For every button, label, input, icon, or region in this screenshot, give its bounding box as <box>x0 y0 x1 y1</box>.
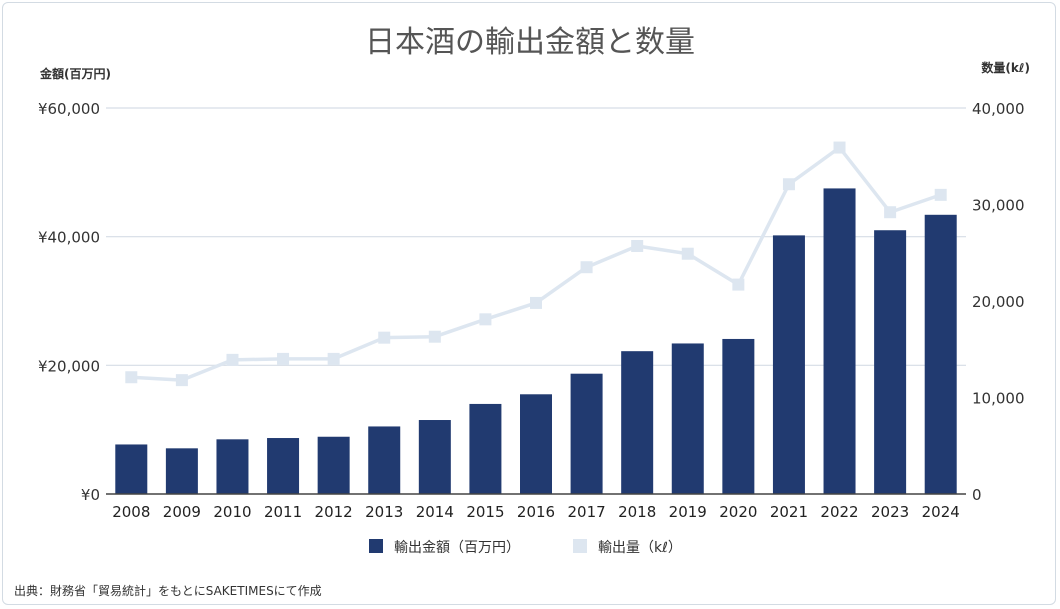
line-point <box>327 352 340 365</box>
source-note: 出典：財務省「貿易統計」をもとにSAKETIMESにて作成 <box>14 584 322 598</box>
y-right-tick-label: 30,000 <box>972 197 1025 215</box>
bar <box>216 439 249 494</box>
legend-label-bar: 輸出金額（百万円） <box>394 540 520 556</box>
line-point <box>631 239 644 252</box>
x-tick-label: 2009 <box>163 503 201 521</box>
line-point <box>732 278 745 291</box>
legend-swatch-line <box>573 539 587 553</box>
y-left-tick-label: ¥60,000 <box>38 100 100 118</box>
legend: 輸出金額（百万円） 輸出量（kℓ） <box>369 539 682 556</box>
bar <box>418 420 451 494</box>
legend-swatch-bar <box>369 539 383 553</box>
x-tick-label: 2021 <box>770 503 808 521</box>
y-left-tick-label: ¥40,000 <box>38 229 100 247</box>
bar <box>267 438 300 494</box>
x-tick-label: 2015 <box>466 503 504 521</box>
gridlines <box>106 107 966 366</box>
line-point <box>479 313 492 326</box>
x-tick-label: 2019 <box>669 503 707 521</box>
x-tick-label: 2016 <box>517 503 555 521</box>
x-tick-label: 2022 <box>820 503 858 521</box>
bar <box>317 436 350 494</box>
x-tick-label: 2008 <box>112 503 150 521</box>
line-point <box>833 141 846 154</box>
bar <box>368 426 401 494</box>
series-line <box>131 145 942 382</box>
bar <box>520 394 552 494</box>
bar <box>469 403 502 494</box>
line-point <box>226 353 239 366</box>
x-tick-label: 2024 <box>922 503 960 521</box>
x-tick-label: 2017 <box>567 503 605 521</box>
bar <box>722 338 755 494</box>
bar <box>165 448 198 494</box>
line-series <box>125 141 947 387</box>
legend-label-line: 輸出量（kℓ） <box>598 540 682 556</box>
x-tick-label: 2012 <box>315 503 353 521</box>
line-point <box>934 188 947 201</box>
bar <box>924 214 957 494</box>
x-tick-label: 2013 <box>365 503 403 521</box>
y-right-tick-label: 10,000 <box>972 390 1025 408</box>
line-point <box>530 296 542 309</box>
line-point <box>125 371 138 384</box>
bar <box>621 351 654 494</box>
bar <box>115 444 148 494</box>
x-tick-label: 2023 <box>871 503 909 521</box>
y-axis-right-label: 数量(kℓ) <box>981 60 1030 75</box>
line-point <box>681 247 694 260</box>
bar <box>874 230 907 494</box>
y-axis-left-label: 金額(百万円) <box>39 66 111 81</box>
line-point <box>428 330 441 343</box>
bar <box>671 343 704 494</box>
y-right-tick-label: 40,000 <box>972 100 1025 118</box>
x-tick-label: 2018 <box>618 503 656 521</box>
bar <box>823 188 856 494</box>
line-point <box>277 352 290 365</box>
chart-title: 日本酒の輸出金額と数量 <box>365 25 695 60</box>
line-point <box>378 331 391 344</box>
bar <box>772 235 805 494</box>
bar-series <box>115 188 957 494</box>
y-right-tick-label: 0 <box>972 486 982 504</box>
y-right-tick-label: 20,000 <box>972 293 1025 311</box>
x-tick-label: 2010 <box>213 503 251 521</box>
line-point <box>175 374 188 387</box>
y-left-tick-label: ¥0 <box>81 486 100 504</box>
x-tick-label: 2020 <box>719 503 757 521</box>
bar <box>570 373 603 494</box>
axes: ¥0 ¥20,000 ¥40,000 ¥60,000 0 10,000 20,000 30,0… <box>38 100 1025 521</box>
line-point <box>580 261 593 274</box>
line-point <box>884 206 897 219</box>
x-tick-label: 2011 <box>264 503 302 521</box>
line-point <box>782 178 795 191</box>
x-tick-label: 2014 <box>416 503 454 521</box>
y-left-tick-label: ¥20,000 <box>38 357 100 375</box>
